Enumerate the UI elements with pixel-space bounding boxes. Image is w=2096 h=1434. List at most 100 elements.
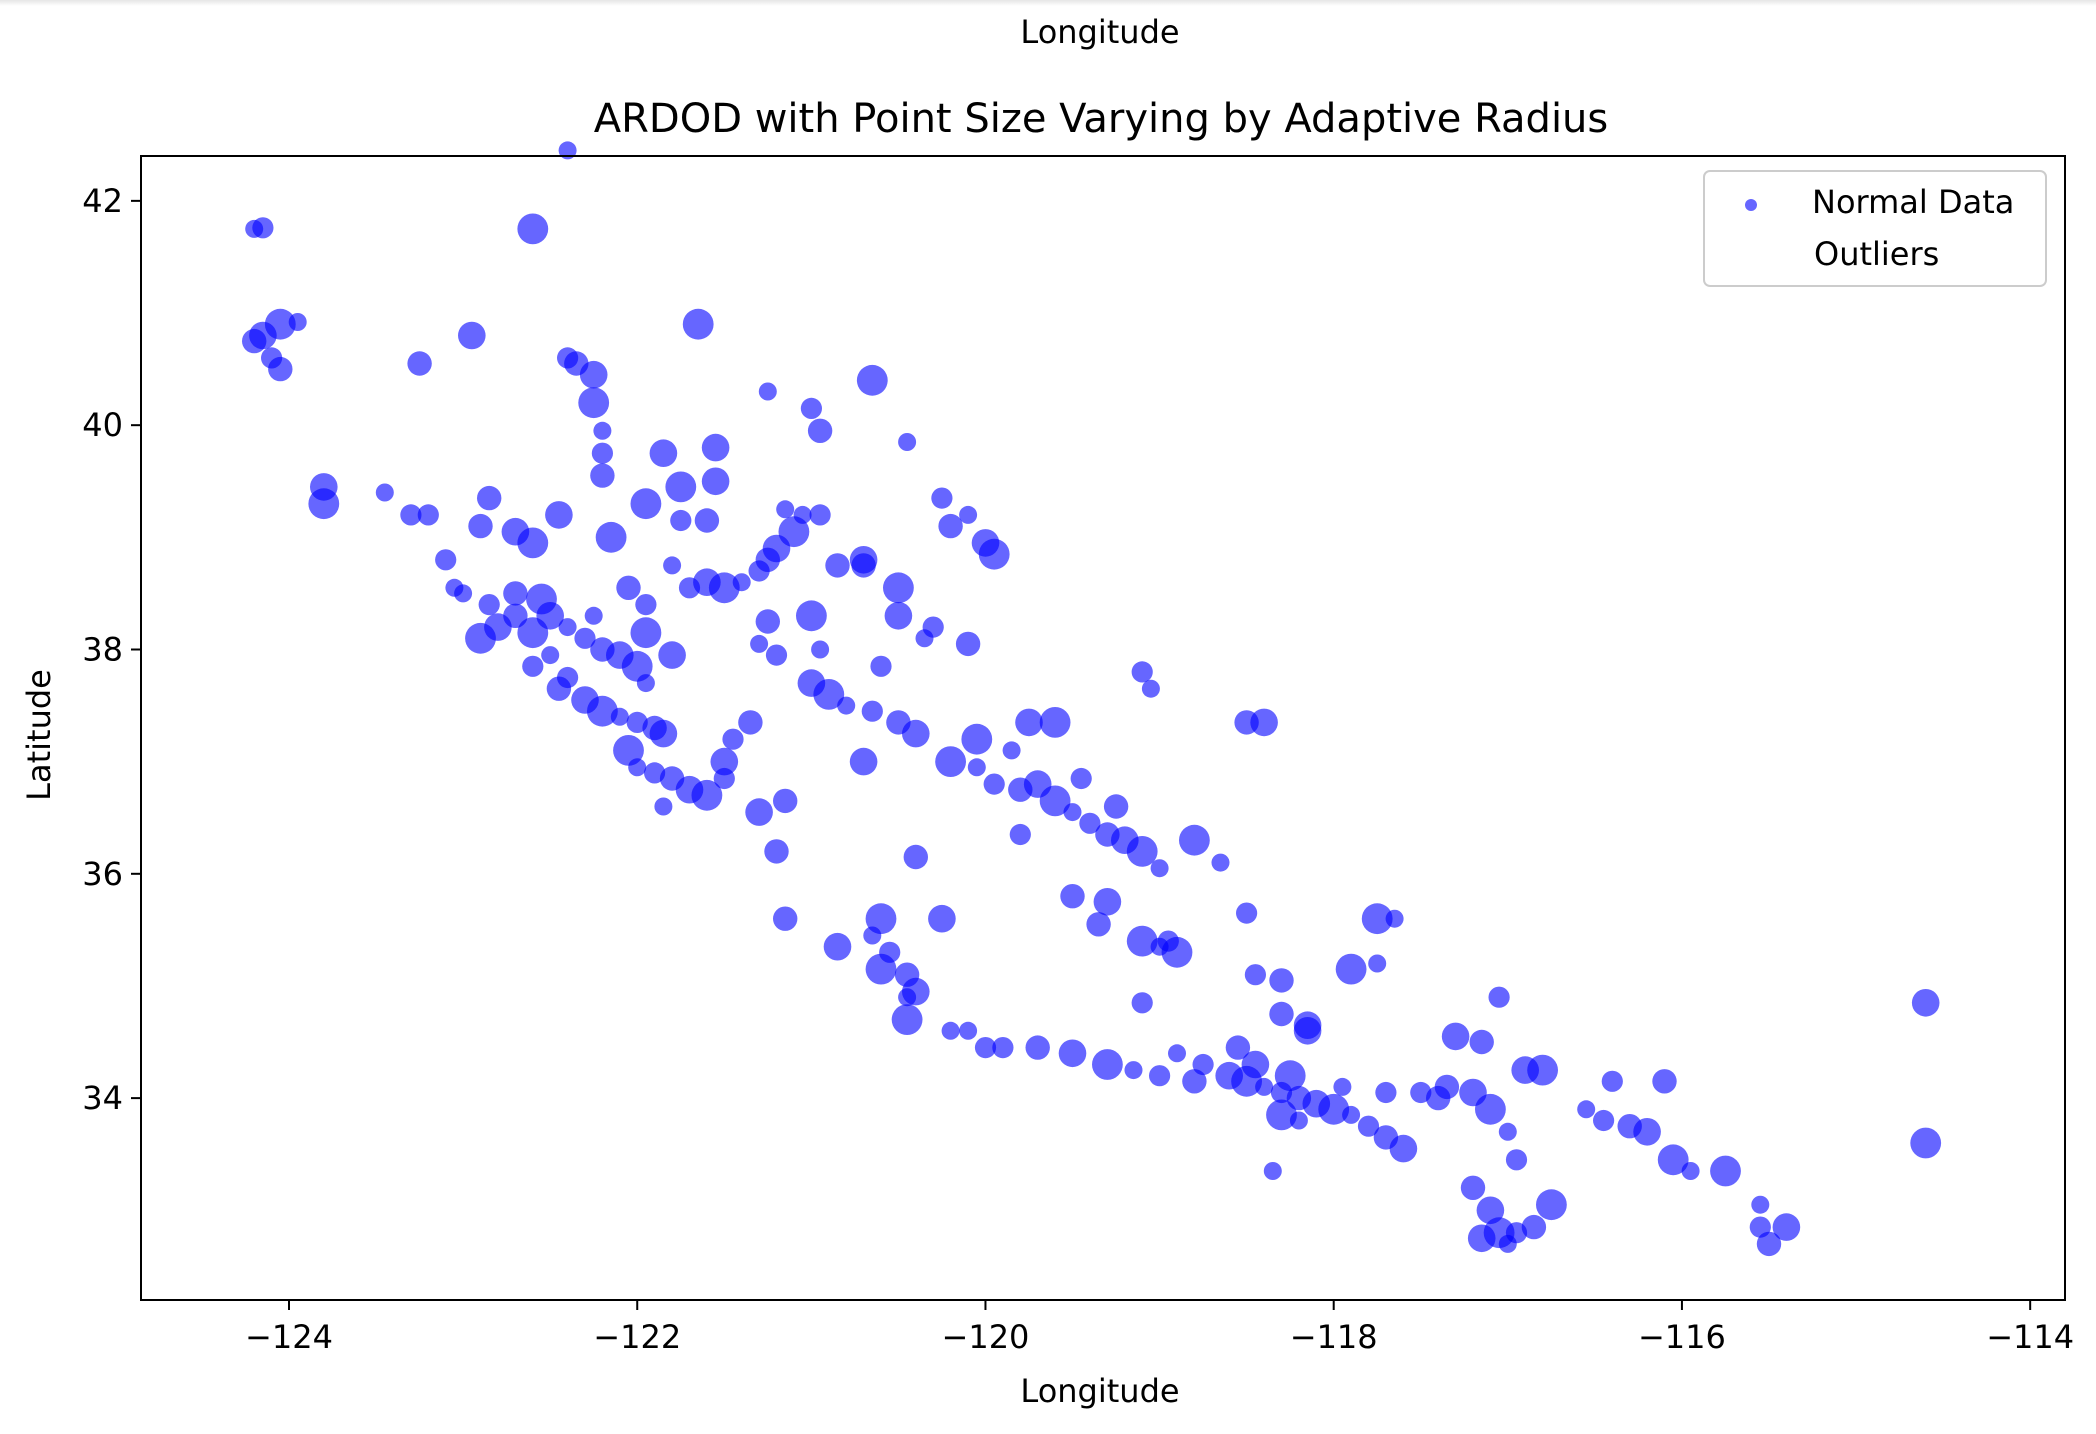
data-point <box>1211 853 1230 872</box>
data-point <box>1058 1039 1087 1068</box>
points-layer <box>242 141 1942 1257</box>
data-point <box>992 1037 1014 1059</box>
data-point <box>1577 1100 1596 1119</box>
data-point <box>755 609 780 634</box>
data-point <box>851 553 876 578</box>
data-point <box>654 797 673 816</box>
data-point <box>773 788 798 814</box>
data-point <box>983 773 1005 795</box>
data-point <box>1293 1017 1322 1045</box>
data-point <box>1002 741 1021 760</box>
data-point <box>517 617 549 649</box>
data-point <box>849 747 878 776</box>
data-point <box>883 572 914 604</box>
data-point <box>591 442 614 464</box>
data-point <box>974 1037 997 1059</box>
data-point <box>1361 903 1393 935</box>
data-point <box>1756 1231 1782 1257</box>
data-point <box>630 617 662 649</box>
header-label: Longitude <box>1020 13 1179 51</box>
data-point <box>613 735 644 766</box>
data-point <box>546 676 572 701</box>
plot-frame <box>140 155 2066 1301</box>
x-tick-label: −122 <box>593 1318 681 1356</box>
data-point <box>1910 1127 1942 1159</box>
data-point <box>793 505 812 524</box>
data-point <box>417 504 439 526</box>
data-point <box>1015 708 1043 737</box>
data-point <box>503 581 528 606</box>
data-point <box>663 556 682 575</box>
data-point <box>1385 909 1404 928</box>
data-point <box>628 758 647 777</box>
data-point <box>884 602 913 630</box>
data-point <box>1521 1214 1547 1240</box>
legend-marker-normal-data <box>1745 199 1757 211</box>
data-point <box>658 641 686 669</box>
data-point <box>1255 1077 1274 1096</box>
data-point <box>621 650 653 682</box>
data-point <box>1241 1050 1270 1079</box>
data-point <box>1182 1069 1207 1094</box>
data-point <box>1039 707 1071 738</box>
data-point <box>825 553 850 578</box>
data-point <box>1161 936 1193 968</box>
data-point <box>837 696 856 715</box>
data-point <box>863 926 882 945</box>
data-point <box>1086 912 1111 937</box>
data-point <box>1289 1111 1308 1130</box>
x-tick-label: −116 <box>1638 1318 1726 1356</box>
data-point <box>1269 1001 1294 1027</box>
data-point <box>1467 1224 1496 1253</box>
data-point <box>1389 1134 1418 1163</box>
data-point <box>765 644 788 666</box>
y-tick-label: 34 <box>82 1079 123 1117</box>
data-point <box>1131 992 1153 1014</box>
x-tick-label: −120 <box>942 1318 1030 1356</box>
data-point <box>665 471 697 503</box>
data-point <box>545 501 573 529</box>
data-point <box>758 382 777 401</box>
data-point <box>732 573 751 592</box>
data-point <box>1263 1162 1282 1180</box>
data-point <box>1460 1175 1486 1201</box>
data-point <box>1131 661 1153 683</box>
data-point <box>722 728 744 750</box>
data-point <box>1657 1144 1689 1176</box>
data-point <box>903 844 928 870</box>
data-point <box>478 594 500 616</box>
data-point <box>898 988 917 1007</box>
window-top-shade <box>0 0 2096 6</box>
data-point <box>649 439 678 468</box>
data-point <box>865 953 897 985</box>
data-point <box>800 397 823 419</box>
data-point <box>941 1021 960 1040</box>
data-point <box>1192 1053 1214 1076</box>
data-point <box>938 513 963 539</box>
data-point <box>898 433 917 451</box>
data-point <box>1772 1213 1801 1241</box>
data-point <box>691 779 723 811</box>
data-point <box>465 622 496 654</box>
data-point <box>644 762 666 784</box>
data-point <box>811 640 830 659</box>
data-point <box>1092 1049 1123 1080</box>
data-point <box>678 577 701 599</box>
data-point <box>778 516 810 548</box>
data-point <box>517 213 549 245</box>
data-point <box>870 655 892 677</box>
data-point <box>1652 1069 1677 1094</box>
data-point <box>1179 824 1210 856</box>
y-tick-label: 38 <box>82 630 123 668</box>
data-point <box>1126 925 1158 957</box>
data-point <box>1063 803 1082 822</box>
data-point <box>1236 902 1258 924</box>
data-point <box>1060 884 1085 909</box>
data-point <box>578 387 610 419</box>
data-point <box>1126 836 1158 867</box>
data-point <box>796 600 827 632</box>
data-point <box>807 418 833 443</box>
data-point <box>935 746 966 777</box>
data-point <box>856 364 888 396</box>
data-point <box>445 578 464 597</box>
